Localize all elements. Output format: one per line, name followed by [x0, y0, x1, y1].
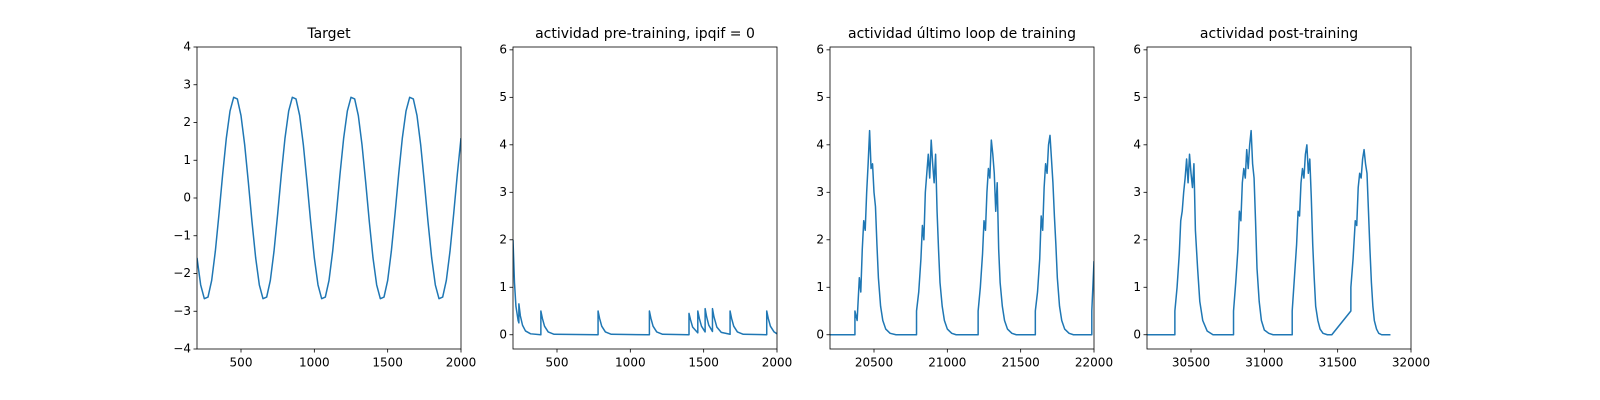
x-tick-label: 1000 [615, 356, 646, 370]
y-tick-label: 6 [816, 42, 824, 56]
y-tick-label: −3 [173, 304, 191, 318]
y-tick-label: 1 [816, 280, 824, 294]
x-tick-label: 2000 [762, 356, 793, 370]
y-tick-label: 4 [816, 137, 824, 151]
x-tick-label: 2000 [446, 356, 477, 370]
axes-frame [196, 46, 462, 350]
x-tick-label: 20500 [855, 356, 893, 370]
x-tick-label: 30500 [1172, 356, 1210, 370]
y-tick-label: 1 [499, 280, 507, 294]
axes-frame [512, 46, 778, 350]
axes-frame [829, 46, 1095, 350]
y-tick-label: 3 [1133, 185, 1141, 199]
x-tick-label: 1500 [688, 356, 719, 370]
y-tick-label: −1 [173, 228, 191, 242]
y-tick-label: 1 [1133, 280, 1141, 294]
y-tick-label: 2 [183, 115, 191, 129]
y-tick-label: 0 [183, 191, 191, 205]
y-tick-label: 3 [499, 185, 507, 199]
chart-title: actividad post-training [1200, 26, 1358, 42]
y-tick-label: 2 [499, 232, 507, 246]
x-tick-label: 31500 [1319, 356, 1357, 370]
data-line [830, 129, 1094, 336]
y-tick-label: 0 [499, 327, 507, 341]
y-tick-label: 4 [1133, 137, 1141, 151]
y-tick-label: 3 [816, 185, 824, 199]
y-tick-label: 3 [183, 77, 191, 91]
y-tick-label: −2 [173, 266, 191, 280]
x-tick-label: 32000 [1392, 356, 1430, 370]
y-tick-label: −4 [173, 342, 191, 356]
x-tick-label: 22000 [1075, 356, 1113, 370]
y-tick-label: 0 [1133, 327, 1141, 341]
y-tick-label: 5 [816, 90, 824, 104]
data-line [513, 239, 777, 336]
chart-title: actividad último loop de training [848, 26, 1076, 42]
y-tick-label: 1 [183, 153, 191, 167]
y-tick-label: 6 [1133, 42, 1141, 56]
data-line [1147, 129, 1391, 336]
y-tick-label: 2 [816, 232, 824, 246]
y-tick-label: 4 [183, 40, 191, 54]
x-tick-label: 31000 [1245, 356, 1283, 370]
y-tick-label: 2 [1133, 232, 1141, 246]
x-tick-label: 1500 [372, 356, 403, 370]
y-tick-label: 4 [499, 137, 507, 151]
x-tick-label: 500 [546, 356, 569, 370]
y-tick-label: 5 [1133, 90, 1141, 104]
x-tick-label: 500 [230, 356, 253, 370]
y-tick-label: 0 [816, 327, 824, 341]
x-tick-label: 21000 [928, 356, 966, 370]
y-tick-label: 5 [499, 90, 507, 104]
chart-title: actividad pre-training, ipqif = 0 [535, 26, 755, 42]
axes-frame [1146, 46, 1412, 350]
chart-title: Target [306, 26, 351, 42]
x-tick-label: 1000 [299, 356, 330, 370]
x-tick-label: 21500 [1002, 356, 1040, 370]
y-tick-label: 6 [499, 42, 507, 56]
data-line [197, 96, 461, 300]
